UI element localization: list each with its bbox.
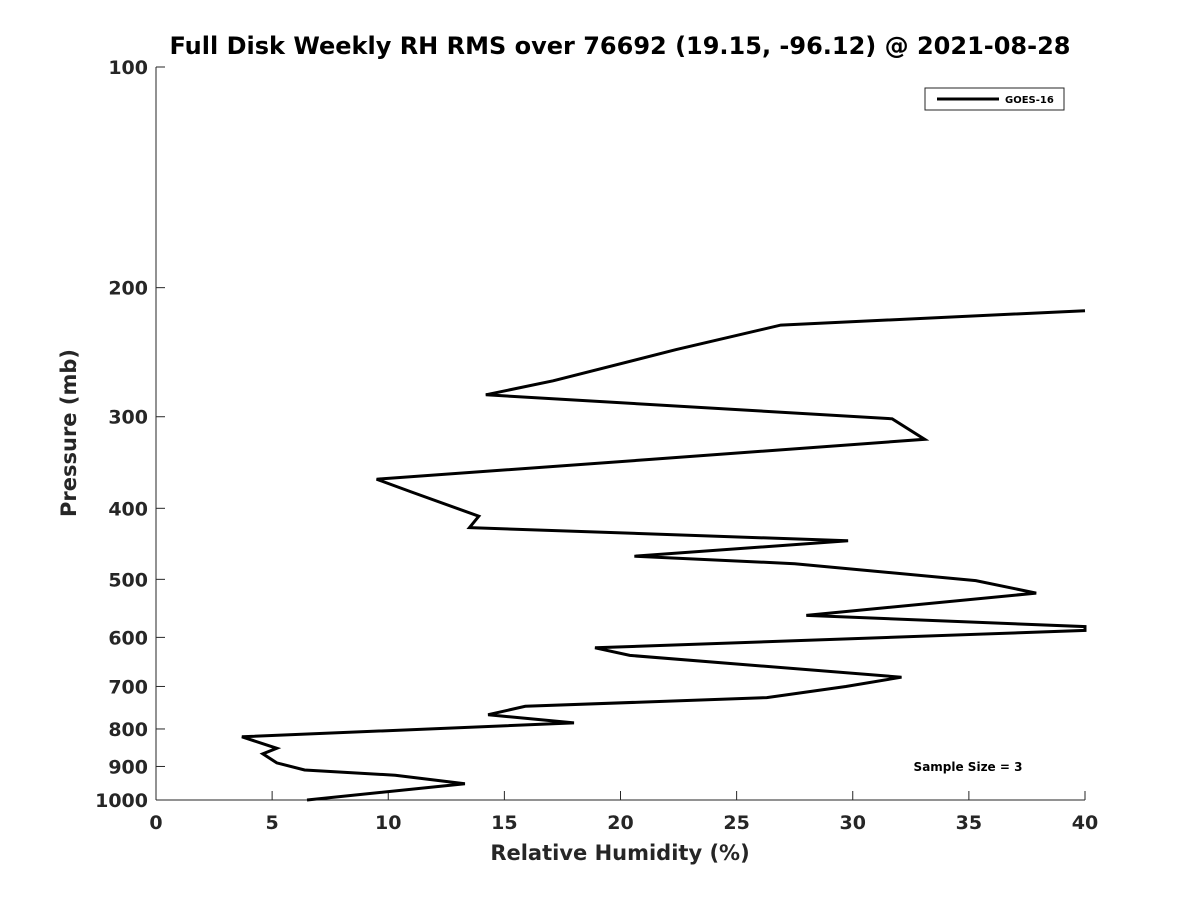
y-axis-label: Pressure (mb) xyxy=(57,349,81,517)
x-tick-label: 15 xyxy=(491,812,517,834)
y-tick-label: 400 xyxy=(108,498,148,520)
y-axis-ticks: 100 200 300 400 500 600 700 800 900 1000 xyxy=(95,57,165,812)
y-tick-label: 300 xyxy=(108,407,148,429)
y-tick-label: 500 xyxy=(108,569,148,591)
legend: GOES-16 xyxy=(924,87,1065,111)
chart-title: Full Disk Weekly RH RMS over 76692 (19.1… xyxy=(169,32,1070,60)
x-tick-label: 10 xyxy=(375,812,401,834)
y-tick-label: 1000 xyxy=(95,790,148,812)
x-tick-label: 35 xyxy=(956,812,982,834)
y-tick-label: 900 xyxy=(108,756,148,778)
x-axis-ticks: 0 5 10 15 20 25 30 35 40 xyxy=(149,791,1098,834)
sample-size-annotation: Sample Size = 3 xyxy=(914,760,1023,774)
x-tick-label: 0 xyxy=(149,812,162,834)
legend-label: GOES-16 xyxy=(1005,95,1054,106)
y-tick-label: 700 xyxy=(108,676,148,698)
x-tick-label: 40 xyxy=(1072,812,1098,834)
y-tick-label: 200 xyxy=(108,278,148,300)
x-tick-label: 5 xyxy=(266,812,279,834)
x-axis-label: Relative Humidity (%) xyxy=(490,841,749,865)
y-tick-label: 100 xyxy=(108,57,148,79)
series-line-goes16 xyxy=(241,309,1087,802)
x-tick-label: 20 xyxy=(607,812,633,834)
y-tick-label: 600 xyxy=(108,627,148,649)
series-lines xyxy=(241,309,1087,802)
y-tick-label: 800 xyxy=(108,719,148,741)
x-tick-label: 25 xyxy=(723,812,749,834)
x-tick-label: 30 xyxy=(840,812,866,834)
